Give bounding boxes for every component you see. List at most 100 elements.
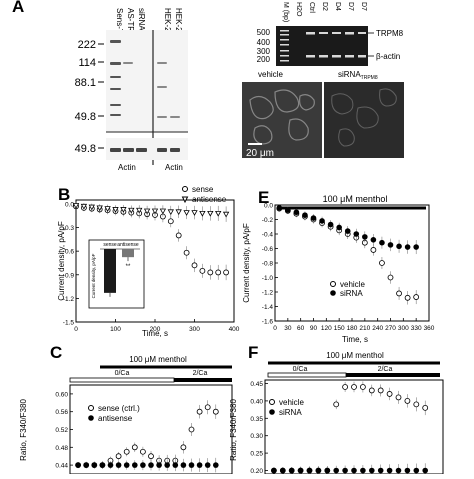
chart-b-legend: sense antisense bbox=[181, 185, 227, 204]
gel-lane-label: D4 bbox=[334, 2, 341, 11]
panel-c: C 100 μM menthol 0/Ca 2/Ca Ratio, F340/F… bbox=[19, 343, 233, 475]
chart-b-ylabel: Current density, pA/pF bbox=[57, 221, 66, 301]
chart-e-stim-label: 100 μM menthol bbox=[323, 194, 388, 204]
data-point-antisense bbox=[112, 207, 119, 213]
gel-lane-label: D7 bbox=[360, 2, 367, 11]
y-tick-label: -1.6 bbox=[262, 319, 274, 326]
y-tick-label: 0.52 bbox=[55, 427, 68, 434]
actin-label: Actin bbox=[118, 163, 136, 172]
data-point-siRNA bbox=[271, 467, 277, 474]
data-point-sense (ctrl.) bbox=[123, 448, 130, 455]
y-tick-label: 0.48 bbox=[55, 445, 68, 452]
chart-b-xlabel: Time, s bbox=[142, 329, 168, 338]
data-point-antisense bbox=[120, 207, 127, 213]
chart-f-ylabel: Ratio, F340/F380 bbox=[229, 399, 238, 461]
data-point-sense bbox=[207, 269, 214, 276]
data-point-antisense bbox=[91, 462, 98, 468]
legend-label: sense bbox=[192, 185, 214, 194]
data-point-antisense bbox=[148, 462, 154, 468]
data-point-vehicle bbox=[368, 387, 375, 394]
y-tick-label: 0.56 bbox=[55, 409, 68, 416]
data-point-siRNA bbox=[336, 224, 342, 231]
data-point-siRNA bbox=[280, 467, 286, 474]
chart-e-frame bbox=[274, 204, 430, 322]
data-point-siRNA bbox=[293, 209, 300, 216]
marker-label: 88.1 bbox=[75, 77, 96, 89]
ca-label: 2/Ca bbox=[193, 370, 208, 377]
data-point-siRNA bbox=[387, 242, 394, 248]
chart-c-stim-label: 100 μM menthol bbox=[129, 355, 187, 364]
lane-label: HEK-293 bbox=[174, 8, 183, 41]
data-point-vehicle bbox=[370, 247, 377, 253]
data-point-antisense bbox=[180, 462, 187, 468]
y-tick-label: -0.6 bbox=[262, 246, 274, 253]
data-point-siRNA bbox=[395, 467, 402, 474]
x-tick-label: 270 bbox=[385, 325, 396, 332]
data-point-vehicle bbox=[386, 391, 393, 397]
data-point-sense (ctrl.) bbox=[196, 408, 203, 415]
data-point-antisense bbox=[172, 462, 179, 468]
data-point-vehicle bbox=[413, 401, 420, 408]
data-point-sense (ctrl.) bbox=[180, 444, 187, 451]
y-tick-label: -0.2 bbox=[262, 217, 274, 224]
chart-f-frame bbox=[264, 379, 444, 475]
data-point-antisense bbox=[164, 462, 170, 468]
marker-label: 49.8 bbox=[75, 143, 96, 155]
x-tick-label: 330 bbox=[411, 325, 422, 332]
legend-label: sense (ctrl.) bbox=[98, 404, 140, 413]
gel-marker: 500 bbox=[257, 28, 271, 37]
data-point-siRNA bbox=[342, 467, 348, 474]
data-point-siRNA bbox=[319, 218, 325, 224]
imaging-label-sirna: siRNATRPM8 bbox=[338, 70, 378, 81]
data-point-sense (ctrl.) bbox=[188, 426, 195, 433]
data-point-siRNA bbox=[276, 205, 283, 211]
y-tick-label: 0.25 bbox=[250, 451, 263, 458]
data-point-siRNA bbox=[370, 237, 377, 243]
inset-significance: ** bbox=[126, 264, 131, 270]
data-point-vehicle bbox=[396, 290, 402, 297]
marker-label: 49.8 bbox=[75, 111, 96, 123]
data-point-antisense bbox=[123, 462, 130, 468]
y-tick-label: -1.0 bbox=[262, 275, 274, 282]
data-point-vehicle bbox=[333, 401, 340, 408]
data-point-sense (ctrl.) bbox=[115, 453, 122, 460]
ca-bar-2 bbox=[346, 373, 440, 377]
gel-lane-label: D7 bbox=[347, 2, 354, 11]
panel-d-gel: M (bp) H2O Ctrl D2 D4 D7 D7 500 400 300 … bbox=[257, 2, 404, 66]
marker-label: 222 bbox=[78, 39, 96, 51]
data-point-siRNA bbox=[310, 215, 317, 221]
data-point-sense bbox=[167, 218, 174, 225]
ca-label: 0/Ca bbox=[293, 366, 308, 373]
data-point-sense (ctrl.) bbox=[212, 408, 219, 415]
data-point-sense (ctrl.) bbox=[139, 448, 146, 455]
micrograph-sirna bbox=[324, 82, 404, 158]
panel-label-e: E bbox=[258, 188, 269, 207]
inset-category: sense bbox=[103, 242, 117, 248]
data-point-siRNA bbox=[324, 467, 331, 474]
gel-marker: 200 bbox=[257, 55, 271, 64]
gel-lane-label: H2O bbox=[295, 2, 302, 17]
panel-label-c: C bbox=[50, 343, 62, 362]
data-point-antisense bbox=[183, 210, 190, 216]
x-tick-label: 240 bbox=[372, 325, 383, 332]
data-point-sense (ctrl.) bbox=[204, 404, 211, 411]
panel-e: E 100 μM menthol Current density, pA/pF … bbox=[242, 188, 435, 344]
panel-f: F 100 μM menthol 0/Ca 2/Ca Ratio, F340/F… bbox=[229, 343, 444, 478]
marker-label: 114 bbox=[78, 57, 96, 69]
data-point-antisense bbox=[204, 462, 211, 468]
y-tick-label: -1.2 bbox=[262, 290, 274, 297]
legend-label: siRNA bbox=[279, 408, 302, 417]
imaging-panel: vehicle siRNATRPM8 20 μm bbox=[242, 70, 404, 159]
y-tick-label: 0.44 bbox=[55, 463, 68, 470]
data-point-antisense bbox=[80, 203, 88, 210]
data-point-sense bbox=[183, 249, 190, 256]
x-tick-label: 300 bbox=[398, 325, 409, 332]
y-tick-label: -1.4 bbox=[262, 304, 274, 311]
ca-label: 2/Ca bbox=[378, 366, 393, 373]
data-point-vehicle bbox=[387, 274, 394, 281]
x-tick-label: 200 bbox=[150, 326, 161, 333]
data-point-siRNA bbox=[327, 221, 334, 228]
ca-bar-2 bbox=[174, 378, 232, 382]
data-point-antisense bbox=[75, 462, 81, 468]
data-point-vehicle bbox=[351, 384, 357, 390]
